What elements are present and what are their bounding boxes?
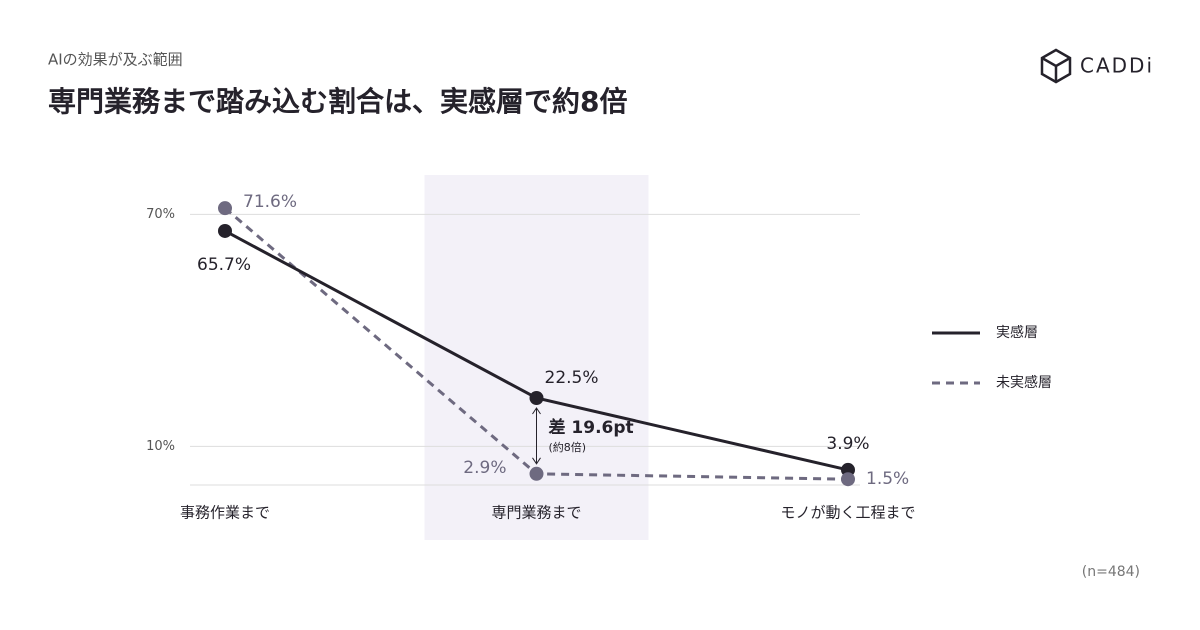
point bbox=[529, 466, 544, 481]
sample-note: (n=484) bbox=[1082, 564, 1140, 580]
x-tick-label: 事務作業まで bbox=[180, 504, 270, 522]
x-tick-label: モノが動く工程まで bbox=[780, 504, 915, 522]
arrow-head bbox=[532, 457, 541, 465]
data-label: 71.6% bbox=[243, 192, 297, 212]
legend-label: 未実感層 bbox=[996, 374, 1052, 391]
point bbox=[841, 472, 855, 487]
data-label: 65.7% bbox=[197, 255, 251, 275]
logo: CADDi bbox=[1040, 48, 1154, 84]
data-label: 1.5% bbox=[866, 469, 909, 489]
y-tick-label: 70% bbox=[146, 207, 175, 222]
logo-icon-lines bbox=[1041, 56, 1071, 82]
x-tick-label: 専門業務まで bbox=[491, 504, 581, 522]
point bbox=[218, 201, 232, 216]
data-label: 2.9% bbox=[463, 458, 506, 478]
arrow-head bbox=[532, 407, 541, 415]
point bbox=[218, 223, 232, 238]
data-label: 22.5% bbox=[545, 368, 599, 388]
logo-text: CADDi bbox=[1080, 54, 1154, 78]
point bbox=[529, 391, 544, 405]
annotation: 差 19.6pt bbox=[549, 417, 634, 438]
data-label: 3.9% bbox=[826, 434, 869, 454]
subtitle: AIの効果が及ぶ範囲 bbox=[48, 51, 183, 69]
chart-title: 専門業務まで踏み込む割合は、実感層で約8倍 bbox=[48, 85, 628, 118]
y-tick-label: 10% bbox=[146, 439, 175, 454]
annotation-sub: (約8倍) bbox=[549, 440, 587, 454]
legend-label: 実感層 bbox=[996, 324, 1038, 341]
